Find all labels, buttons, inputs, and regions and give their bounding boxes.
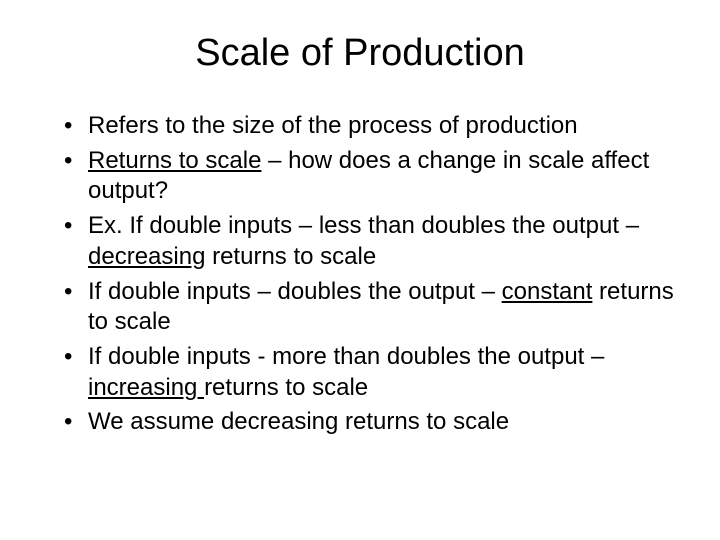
bullet-list: Refers to the size of the process of pro… <box>36 111 684 438</box>
bullet-segment: If double inputs – doubles the output – <box>88 278 502 305</box>
bullet-item: If double inputs - more than doubles the… <box>64 342 684 403</box>
bullet-item: If double inputs – doubles the output – … <box>64 277 684 338</box>
bullet-segment-underlined: increasing <box>88 374 204 401</box>
bullet-segment: Refers to the size of the process of pro… <box>88 112 578 139</box>
bullet-item: Returns to scale – how does a change in … <box>64 146 684 207</box>
bullet-segment: returns to scale <box>205 243 376 270</box>
bullet-item: We assume decreasing returns to scale <box>64 407 684 438</box>
bullet-segment-underlined: Returns to scale <box>88 147 261 174</box>
slide: Scale of Production Refers to the size o… <box>0 0 720 540</box>
bullet-segment: returns to scale <box>204 374 368 401</box>
bullet-item: Ex. If double inputs – less than doubles… <box>64 211 684 272</box>
bullet-segment: Ex. If double inputs – less than doubles… <box>88 212 639 239</box>
bullet-segment-underlined: decreasing <box>88 243 205 270</box>
slide-title: Scale of Production <box>36 32 684 75</box>
bullet-segment: We assume decreasing returns to scale <box>88 408 509 435</box>
bullet-segment: If double inputs - more than doubles the… <box>88 343 604 370</box>
bullet-item: Refers to the size of the process of pro… <box>64 111 684 142</box>
bullet-segment-underlined: constant <box>502 278 593 305</box>
